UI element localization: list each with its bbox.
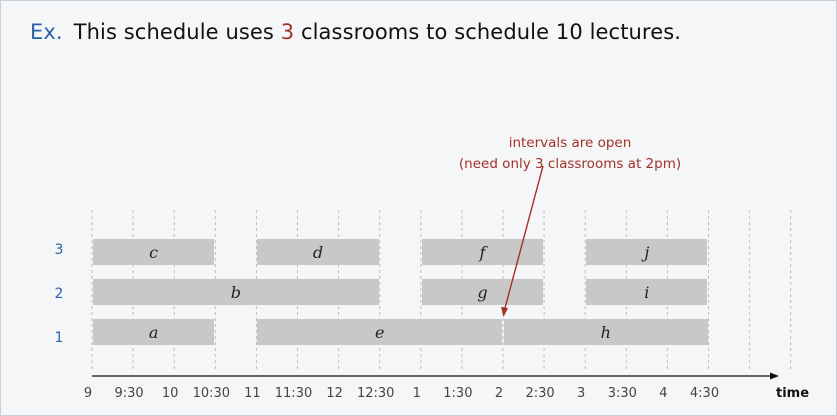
lecture-g: g bbox=[421, 279, 544, 305]
lecture-d: d bbox=[257, 239, 379, 265]
time-tick-label: 1:30 bbox=[443, 386, 473, 401]
time-tick-label: 4:30 bbox=[689, 386, 720, 401]
classroom-count: 3 bbox=[280, 20, 295, 44]
time-tick-label: 3:30 bbox=[607, 386, 637, 401]
heading-text-before: This schedule uses bbox=[73, 20, 281, 44]
time-tick-label: 3 bbox=[577, 386, 586, 401]
annotation-line-2: (need only 3 classrooms at 2pm) bbox=[458, 156, 682, 172]
time-tick-label: 2 bbox=[494, 386, 504, 401]
slide-heading: Ex. This schedule uses 3 classrooms to sc… bbox=[30, 20, 681, 44]
lecture-j: j bbox=[586, 239, 708, 265]
time-tick-label: 12 bbox=[326, 386, 343, 401]
time-tick-label: 4 bbox=[659, 386, 668, 401]
example-prefix: Ex. bbox=[30, 20, 63, 44]
lecture-i: i bbox=[586, 279, 708, 305]
time-tick-label: 1 bbox=[412, 386, 421, 401]
time-axis-title: time bbox=[776, 386, 810, 401]
time-tick-label: 10 bbox=[161, 386, 179, 401]
lecture-h: h bbox=[504, 319, 708, 345]
lecture-b: b bbox=[93, 279, 379, 305]
annotation-line-1: intervals are open bbox=[508, 135, 632, 151]
lecture-c: c bbox=[93, 239, 215, 265]
time-tick-label: 9 bbox=[83, 386, 93, 401]
room-label-2: 2 bbox=[54, 286, 64, 302]
open-intervals-annotation: intervals are open (need only 3 classroo… bbox=[440, 133, 700, 175]
time-tick-label: 9:30 bbox=[114, 386, 144, 401]
time-tick-label: 10:30 bbox=[192, 386, 231, 401]
annotation-arrowhead bbox=[501, 307, 508, 317]
time-tick-label: 2:30 bbox=[525, 386, 555, 401]
heading-text-after: classrooms to schedule 10 lectures. bbox=[294, 20, 682, 44]
time-tick-label: 11:30 bbox=[274, 386, 313, 401]
time-tick-label: 12:30 bbox=[356, 386, 395, 401]
lecture-e: e bbox=[257, 319, 502, 345]
annotation-arrow-line bbox=[504, 165, 544, 309]
time-tick-label: 11 bbox=[244, 386, 261, 401]
room-label-3: 3 bbox=[54, 242, 64, 258]
room-label-1: 1 bbox=[54, 330, 64, 346]
time-axis-arrowhead bbox=[770, 372, 779, 380]
lecture-a: a bbox=[93, 319, 215, 345]
